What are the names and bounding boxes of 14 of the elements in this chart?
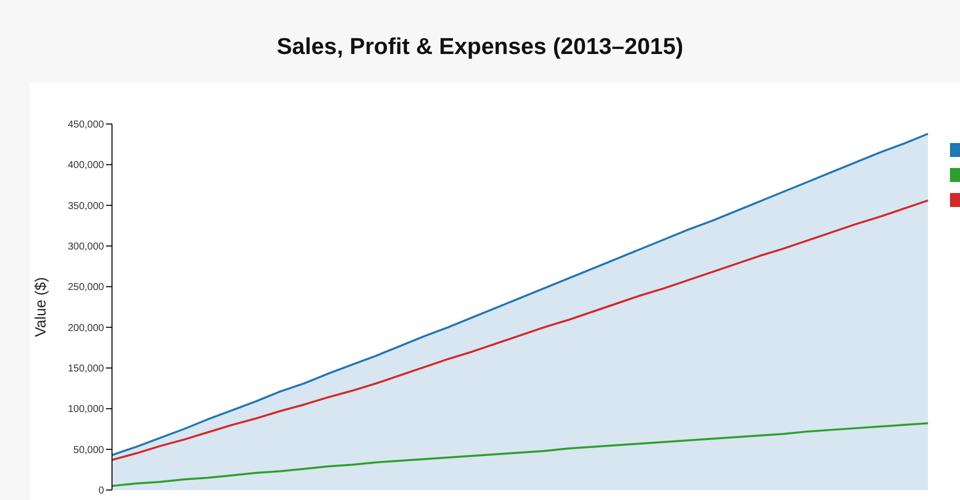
y-tick-label: 250,000 (68, 282, 104, 294)
line-series (111, 199, 929, 461)
y-tick-label: 100,000 (68, 404, 104, 416)
y-tick-label: 0 (98, 486, 104, 497)
y-tick-label: 400,000 (68, 160, 104, 172)
y-tick-label: 300,000 (68, 242, 104, 253)
chart-title: Sales, Profit & Expenses (2013–2015) (276, 33, 684, 60)
y-axis-title: Value ($) (32, 277, 50, 337)
y-tick-label: 50,000 (73, 444, 104, 456)
line-series (111, 422, 929, 487)
y-tick-label: 200,000 (68, 322, 104, 334)
y-tick-label: 450,000 (68, 120, 104, 131)
y-tick-label: 350,000 (68, 200, 104, 212)
y-tick-label: 150,000 (68, 364, 104, 375)
